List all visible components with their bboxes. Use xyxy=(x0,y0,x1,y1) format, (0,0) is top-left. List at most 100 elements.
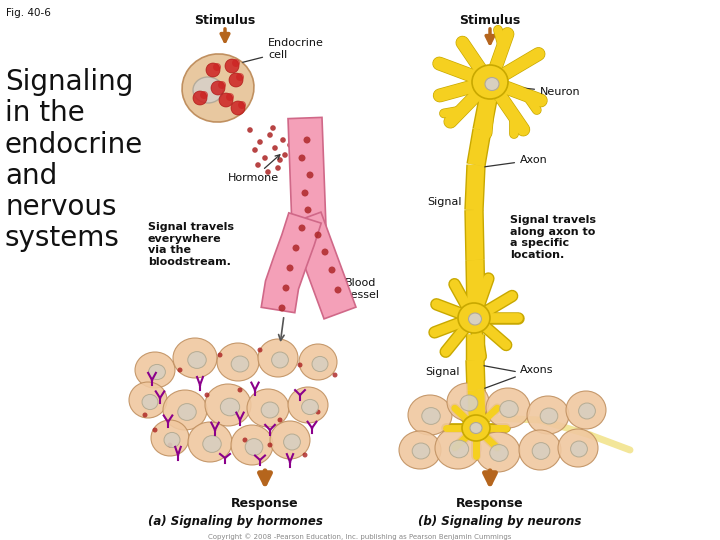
Text: Signal travels
everywhere
via the
bloodstream.: Signal travels everywhere via the bloods… xyxy=(148,222,234,267)
Ellipse shape xyxy=(476,432,520,472)
Circle shape xyxy=(304,137,310,144)
Circle shape xyxy=(280,137,286,143)
Text: Blood
vessel: Blood vessel xyxy=(320,273,380,300)
Ellipse shape xyxy=(579,403,595,419)
Ellipse shape xyxy=(205,384,251,426)
Ellipse shape xyxy=(399,431,441,469)
Ellipse shape xyxy=(246,438,263,455)
Ellipse shape xyxy=(148,364,166,380)
Ellipse shape xyxy=(566,391,606,429)
Text: (b) Signaling by neurons: (b) Signaling by neurons xyxy=(418,515,582,528)
Circle shape xyxy=(307,172,313,179)
Circle shape xyxy=(200,91,208,99)
Circle shape xyxy=(206,63,220,77)
Circle shape xyxy=(287,142,293,148)
Ellipse shape xyxy=(540,408,558,424)
Circle shape xyxy=(287,265,294,272)
Ellipse shape xyxy=(258,339,298,377)
Circle shape xyxy=(252,147,258,153)
Ellipse shape xyxy=(500,401,518,417)
Circle shape xyxy=(333,373,338,377)
Circle shape xyxy=(277,157,283,163)
Ellipse shape xyxy=(460,395,478,411)
Text: Fig. 40-6: Fig. 40-6 xyxy=(6,8,51,18)
Circle shape xyxy=(257,139,263,145)
Ellipse shape xyxy=(220,398,240,416)
Ellipse shape xyxy=(231,425,273,465)
Circle shape xyxy=(238,101,246,109)
Circle shape xyxy=(226,93,234,101)
Ellipse shape xyxy=(188,422,232,462)
Ellipse shape xyxy=(284,434,300,450)
Circle shape xyxy=(279,305,286,312)
Ellipse shape xyxy=(558,429,598,467)
Ellipse shape xyxy=(231,356,249,372)
Ellipse shape xyxy=(458,303,490,333)
Circle shape xyxy=(225,59,239,73)
Ellipse shape xyxy=(435,427,481,469)
Circle shape xyxy=(305,206,312,213)
Circle shape xyxy=(267,132,273,138)
Circle shape xyxy=(231,101,245,115)
Ellipse shape xyxy=(151,420,189,456)
Circle shape xyxy=(302,190,308,197)
Circle shape xyxy=(270,125,276,131)
Ellipse shape xyxy=(247,389,289,427)
Ellipse shape xyxy=(217,343,259,381)
Ellipse shape xyxy=(173,338,217,378)
Circle shape xyxy=(232,59,240,67)
Ellipse shape xyxy=(163,390,207,430)
Text: Endocrine
cell: Endocrine cell xyxy=(243,38,324,62)
Ellipse shape xyxy=(532,443,550,460)
Ellipse shape xyxy=(135,352,175,388)
Circle shape xyxy=(243,437,248,442)
Circle shape xyxy=(315,232,322,239)
Circle shape xyxy=(211,81,225,95)
Circle shape xyxy=(247,127,253,133)
Circle shape xyxy=(168,442,173,448)
Circle shape xyxy=(292,245,300,252)
Text: Neuron: Neuron xyxy=(507,86,580,97)
Ellipse shape xyxy=(299,344,337,380)
Circle shape xyxy=(297,362,302,368)
Text: Signal travels
along axon to
a specific
location.: Signal travels along axon to a specific … xyxy=(510,215,596,260)
Polygon shape xyxy=(261,213,321,313)
Ellipse shape xyxy=(490,444,508,461)
Ellipse shape xyxy=(270,421,310,459)
Circle shape xyxy=(204,393,210,397)
Ellipse shape xyxy=(485,78,499,91)
Ellipse shape xyxy=(271,352,289,368)
Circle shape xyxy=(255,162,261,168)
Circle shape xyxy=(218,81,226,89)
Ellipse shape xyxy=(449,440,469,458)
Ellipse shape xyxy=(312,356,328,372)
Ellipse shape xyxy=(469,313,482,325)
Ellipse shape xyxy=(164,433,180,448)
Ellipse shape xyxy=(462,415,490,441)
Ellipse shape xyxy=(288,387,328,423)
Circle shape xyxy=(193,91,207,105)
Circle shape xyxy=(153,428,158,433)
Circle shape xyxy=(322,248,328,255)
Ellipse shape xyxy=(486,388,530,428)
Text: Signaling
in the
endocrine
and
nervous
systems: Signaling in the endocrine and nervous s… xyxy=(5,68,143,253)
Ellipse shape xyxy=(519,430,561,470)
Circle shape xyxy=(282,285,289,292)
Circle shape xyxy=(275,165,281,171)
Text: Stimulus: Stimulus xyxy=(459,14,521,27)
Ellipse shape xyxy=(203,436,221,453)
Text: Axon: Axon xyxy=(479,155,548,167)
Circle shape xyxy=(219,93,233,107)
Circle shape xyxy=(229,73,243,87)
Circle shape xyxy=(258,348,263,353)
Polygon shape xyxy=(288,117,326,228)
Ellipse shape xyxy=(182,54,254,122)
Ellipse shape xyxy=(193,77,223,103)
Ellipse shape xyxy=(447,383,489,421)
Text: Hormone: Hormone xyxy=(228,155,280,183)
Text: Stimulus: Stimulus xyxy=(194,14,256,27)
Ellipse shape xyxy=(129,382,167,418)
Ellipse shape xyxy=(302,400,318,415)
Text: Copyright © 2008 -Pearson Education, Inc. publishing as Pearson Benjamin Cumming: Copyright © 2008 -Pearson Education, Inc… xyxy=(208,533,512,539)
Circle shape xyxy=(143,413,148,417)
